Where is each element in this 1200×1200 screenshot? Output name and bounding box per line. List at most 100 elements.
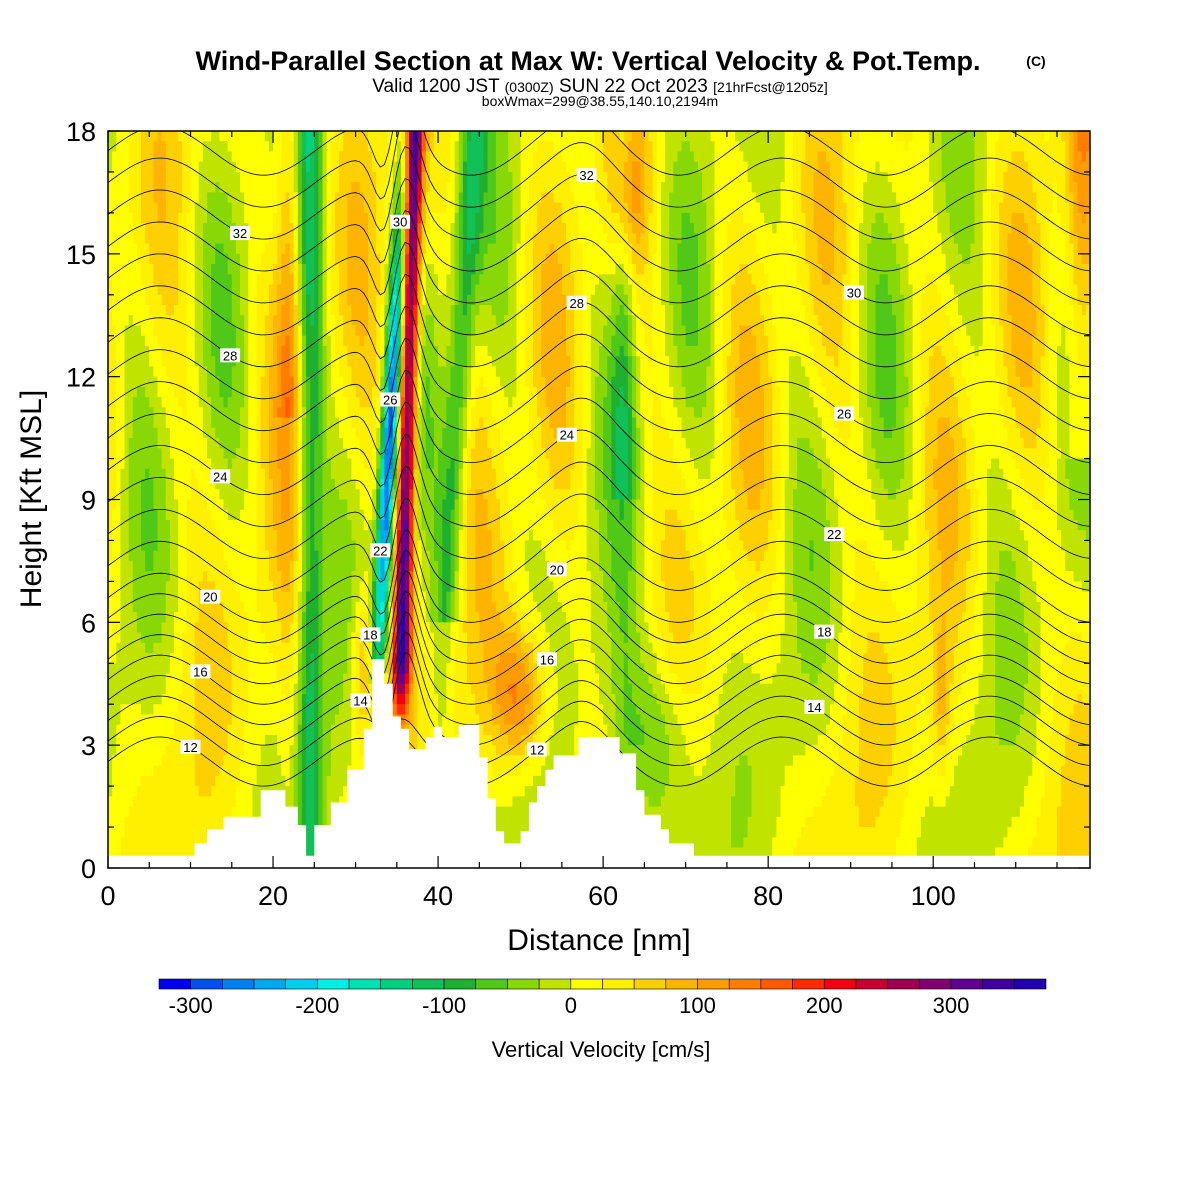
w-cell xyxy=(735,284,740,296)
w-cell xyxy=(495,212,501,224)
w-cell xyxy=(570,243,575,255)
w-cell xyxy=(537,161,542,173)
w-cell xyxy=(363,243,369,255)
w-cell xyxy=(211,335,216,347)
w-cell xyxy=(277,305,282,316)
w-cell xyxy=(619,233,625,245)
w-cell xyxy=(141,182,146,194)
w-cell xyxy=(169,264,175,275)
w-cell xyxy=(990,202,996,214)
w-cell xyxy=(334,243,340,255)
chart-subtitle-box: boxWmax=299@38.55,140.10,2194m xyxy=(482,93,718,109)
w-cell xyxy=(1052,284,1058,296)
w-cell xyxy=(400,161,406,173)
w-cell xyxy=(970,212,976,224)
w-cell xyxy=(565,325,571,337)
w-cell xyxy=(817,182,823,194)
w-cell xyxy=(351,202,357,214)
w-cell xyxy=(235,294,241,306)
w-cell xyxy=(698,253,703,265)
w-cell xyxy=(330,284,336,296)
w-cell xyxy=(1023,141,1029,153)
w-cell xyxy=(520,274,526,286)
w-cell xyxy=(780,315,786,327)
w-cell xyxy=(491,253,497,265)
w-cell xyxy=(594,223,600,234)
w-cell xyxy=(438,233,443,245)
w-cell xyxy=(153,294,159,306)
w-cell xyxy=(211,182,216,194)
w-cell xyxy=(202,151,208,163)
w-cell xyxy=(1019,274,1025,286)
w-cell xyxy=(359,325,365,337)
w-cell xyxy=(462,294,468,306)
w-cell xyxy=(978,253,984,265)
subtitle-date: SUN 22 Oct 2023 xyxy=(559,76,708,97)
w-cell xyxy=(825,192,831,204)
w-cell xyxy=(920,141,926,153)
w-cell xyxy=(153,243,159,255)
w-cell xyxy=(260,141,266,153)
w-cell xyxy=(396,192,402,204)
w-cell xyxy=(194,274,200,286)
w-cell xyxy=(768,253,773,265)
w-cell xyxy=(273,202,278,214)
w-cell xyxy=(314,161,320,173)
w-cell xyxy=(198,315,204,327)
w-cell xyxy=(417,151,423,163)
w-cell xyxy=(380,131,386,142)
w-cell xyxy=(330,233,336,245)
w-cell xyxy=(1085,141,1090,153)
w-cell xyxy=(475,305,480,316)
w-cell xyxy=(532,233,538,245)
w-cell xyxy=(652,223,658,234)
w-cell xyxy=(594,131,600,142)
w-cell xyxy=(970,325,976,337)
w-cell xyxy=(136,305,142,316)
w-cell xyxy=(669,284,674,296)
w-cell xyxy=(260,151,266,163)
w-cell xyxy=(735,305,740,316)
w-cell xyxy=(941,284,947,296)
w-cell xyxy=(268,131,274,142)
w-cell xyxy=(227,161,233,173)
w-cell xyxy=(636,325,641,337)
w-cell xyxy=(326,233,332,245)
w-cell xyxy=(999,131,1004,142)
w-cell xyxy=(648,294,654,306)
w-cell xyxy=(289,274,295,286)
w-cell xyxy=(726,182,732,194)
w-cell xyxy=(747,141,753,153)
w-cell xyxy=(693,305,699,316)
w-cell xyxy=(388,315,394,327)
w-cell xyxy=(702,151,707,163)
w-cell xyxy=(244,294,249,306)
w-cell xyxy=(867,223,872,234)
w-cell xyxy=(273,253,278,265)
w-cell xyxy=(499,141,505,153)
w-cell xyxy=(565,233,571,245)
w-cell xyxy=(780,192,786,204)
w-cell xyxy=(516,274,522,286)
w-cell xyxy=(240,274,245,286)
w-cell xyxy=(805,315,811,327)
w-cell xyxy=(644,171,650,183)
w-cell xyxy=(128,243,134,255)
w-cell xyxy=(297,182,303,194)
w-cell xyxy=(318,171,324,183)
w-cell xyxy=(487,202,493,214)
w-cell xyxy=(240,243,245,255)
w-cell xyxy=(553,305,559,316)
w-cell xyxy=(363,192,369,204)
w-cell xyxy=(1044,335,1050,347)
w-cell xyxy=(454,253,460,265)
w-cell xyxy=(355,141,361,153)
w-cell xyxy=(1007,161,1013,173)
w-cell xyxy=(1044,202,1050,214)
w-cell xyxy=(1056,131,1062,142)
w-cell xyxy=(986,294,992,306)
w-cell xyxy=(425,141,431,153)
w-cell xyxy=(644,325,650,337)
w-cell xyxy=(970,284,976,296)
w-cell xyxy=(846,171,852,183)
